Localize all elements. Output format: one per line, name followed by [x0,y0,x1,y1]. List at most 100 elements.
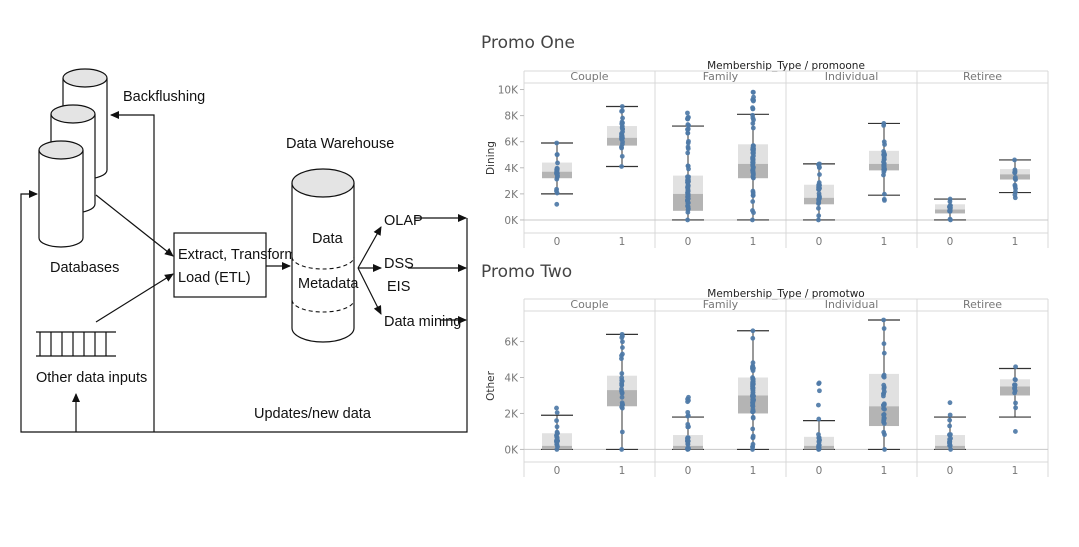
data-point [947,423,953,429]
x-tick-label: 0 [816,236,823,248]
box-retiree-1: 1 [999,157,1031,248]
data-point [554,418,559,424]
chart-title: Promo One [481,33,575,53]
data-point [750,433,756,439]
box-individual-0: 0 [803,380,835,477]
y-axis-label: Dining [485,141,497,175]
data-point [750,364,755,370]
data-point [685,204,691,210]
data-point [619,164,624,169]
data-point [1012,385,1018,390]
data-point [619,353,624,359]
data-point [750,335,756,341]
data-point [881,382,887,388]
column-header: Membership_Type / promoone [707,60,865,72]
data-point [881,374,887,380]
y-tick-label: 2K [504,408,519,420]
box-family-1: 1 [737,328,769,477]
data-point [619,382,625,388]
data-point [685,421,691,427]
data-point [881,149,887,154]
data-point [881,417,887,423]
data-point [685,150,691,156]
etl-box [173,232,267,298]
data-point [685,146,691,152]
data-point [948,447,953,452]
data-point [750,112,755,118]
box-individual-0: 0 [803,161,835,248]
column-header: Membership_Type / promotwo [707,288,864,300]
eis-label: EIS [387,279,410,295]
data-point [881,123,887,128]
data-point [750,89,756,95]
box-individual-1: 1 [868,121,900,248]
x-tick-label: 0 [947,236,954,248]
data-point [685,127,690,132]
data-point [817,164,822,170]
data-warehouse-label: Data Warehouse [286,136,394,152]
box-couple-0: 0 [541,140,573,248]
data-point [816,443,822,448]
data-point [685,184,691,190]
data-point [1013,405,1018,411]
data-point [1013,400,1018,406]
data-point [685,163,691,169]
box-individual-1: 1 [868,317,900,477]
box-family-0: 0 [672,394,704,477]
data-point [882,447,887,452]
backflushing-arrow [110,111,155,432]
data-point [554,201,560,207]
data-point [750,155,756,160]
data-point [751,97,756,103]
box-couple-1: 1 [606,104,638,248]
facet-label: Retiree [963,298,1002,311]
data-point [881,402,886,408]
other-inputs-to-etl-arrow [95,273,174,323]
data-point [619,333,625,339]
data-point [881,156,887,162]
chart-panel-2: Promo Two Membership_Type / promotwo Other… [481,262,1049,477]
data-point [948,432,953,437]
data-point [619,108,624,114]
databases-label: Databases [50,260,119,276]
data-point [619,104,625,109]
data-point [619,371,625,376]
data-point [881,341,887,347]
data-point [947,400,953,406]
facet-label: Individual [825,298,879,311]
y-tick-label: 4K [504,373,519,385]
data-point [554,152,560,158]
other-data-inputs-icon [36,331,116,357]
data-point [1013,364,1018,370]
data-point [751,210,756,216]
data-point [554,436,560,442]
data-point [750,217,755,223]
warehouse-to-olap-arrow [357,226,382,269]
data-point [816,205,821,211]
data-point [554,166,560,172]
data-point [1012,182,1018,188]
data-point [816,416,822,422]
data-point [620,115,625,121]
data-point [1012,192,1018,198]
data-point [619,153,625,159]
data-point [816,186,821,192]
data-point [750,399,756,405]
data-point [750,146,756,152]
box-family-1: 1 [737,89,769,248]
data-point [1012,157,1017,163]
backflushing-label: Backflushing [123,89,205,105]
y-tick-label: 10K [498,85,519,97]
y-axis-label: Other [485,370,497,400]
data-point [882,191,887,197]
box-couple-0: 0 [541,405,573,477]
updates-label: Updates/new data [254,406,372,422]
x-tick-label: 0 [685,465,692,477]
data-point [947,199,953,205]
data-point [750,409,756,415]
data-point [947,412,953,418]
data-point [816,402,821,408]
data-point [620,129,625,135]
data-point [619,375,625,381]
data-point [750,199,756,204]
